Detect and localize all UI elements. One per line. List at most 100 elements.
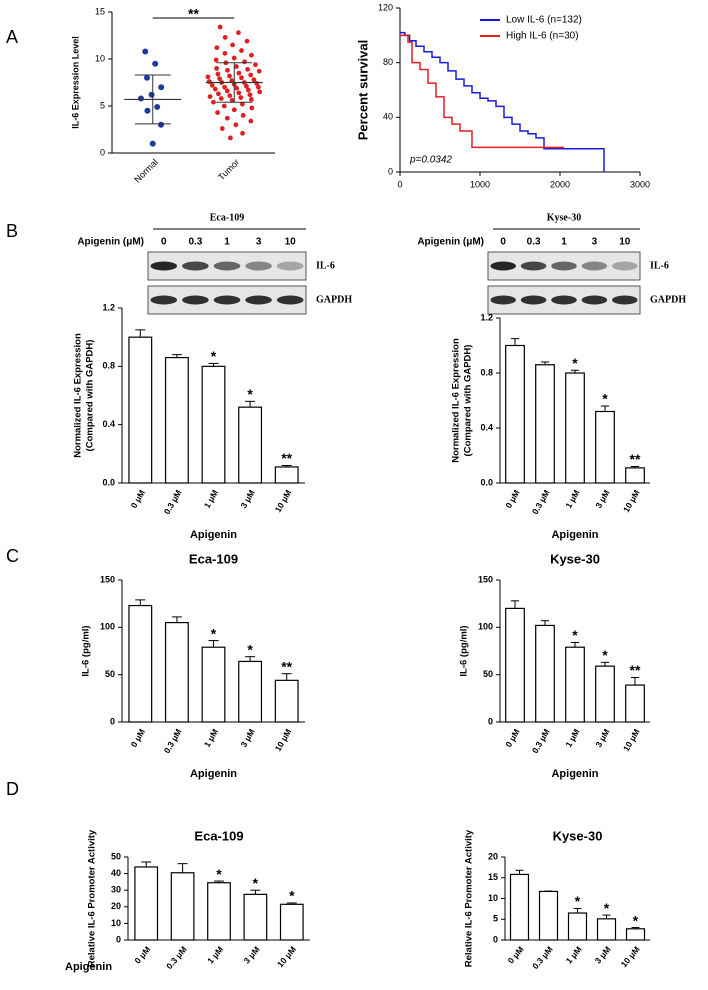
x-tick-label: 0 μM xyxy=(506,944,526,965)
error-bar xyxy=(570,369,580,373)
x-tick-label: 0 xyxy=(397,179,402,189)
data-point xyxy=(255,84,261,90)
error-bar xyxy=(245,656,256,662)
legend-label: High IL-6 (n=30) xyxy=(506,31,579,42)
bar xyxy=(596,918,617,941)
data-point xyxy=(227,73,232,79)
dose-label: 3 xyxy=(592,237,598,248)
error-bar xyxy=(631,927,640,929)
blot-band xyxy=(490,295,516,305)
data-point xyxy=(212,86,218,92)
bar xyxy=(279,903,304,941)
y-tick-label: 15 xyxy=(95,6,105,16)
y-tick-label: 1.2 xyxy=(102,302,115,312)
data-point xyxy=(209,82,215,88)
x-tick-label: 3 μM xyxy=(593,488,611,510)
bar xyxy=(238,406,263,484)
y-tick-label: 0 xyxy=(100,147,105,157)
x-tick-label: 0.3 μM xyxy=(162,488,184,516)
data-point xyxy=(236,30,241,36)
dose-label: 3 xyxy=(256,237,262,248)
y-axis-label: IL-6 (pg/ml) xyxy=(459,625,470,676)
data-point xyxy=(244,38,250,44)
y-tick-label: 0.8 xyxy=(102,361,115,371)
data-point xyxy=(247,92,253,98)
data-point xyxy=(227,93,233,99)
data-point xyxy=(245,87,251,93)
error-bar xyxy=(570,641,580,648)
data-point xyxy=(231,55,237,61)
error-bar xyxy=(135,329,146,338)
y-tick-label: 150 xyxy=(100,574,115,584)
data-point xyxy=(144,74,151,81)
y-tick-label: 50 xyxy=(111,851,121,861)
error-bar xyxy=(540,361,550,365)
y-tick-label: 120 xyxy=(378,2,393,12)
dose-label: 1 xyxy=(224,237,230,248)
bar xyxy=(625,467,645,484)
data-point xyxy=(144,107,151,114)
blot-band xyxy=(612,295,638,305)
x-tick-label: 1 μM xyxy=(202,727,220,749)
data-point xyxy=(229,78,235,84)
y-tick-label: 10 xyxy=(488,893,498,903)
bar xyxy=(207,882,231,941)
survival-curve xyxy=(400,34,564,149)
treatment-label: Apigenin (μM) xyxy=(417,237,484,248)
sd-bar xyxy=(216,62,253,103)
data-point xyxy=(236,90,242,96)
cell-line: Kyse-30 xyxy=(547,212,581,223)
data-point xyxy=(248,72,254,78)
bar xyxy=(170,872,195,941)
data-point xyxy=(236,70,242,76)
y-tick-label: 5 xyxy=(493,914,498,924)
x-tick-label: 10 μM xyxy=(273,727,294,753)
data-point xyxy=(214,45,220,51)
y-tick-label: 15 xyxy=(488,872,498,882)
significance: ** xyxy=(630,451,641,467)
data-point xyxy=(215,91,221,97)
data-point xyxy=(222,84,227,90)
data-point xyxy=(248,97,254,102)
protein-label: GAPDH xyxy=(650,294,686,305)
data-point xyxy=(229,97,235,103)
significance: * xyxy=(572,627,578,643)
blot-band xyxy=(490,261,516,271)
data-point xyxy=(249,52,254,58)
x-tick-label: 3 μM xyxy=(238,488,256,510)
y-tick-label: 30 xyxy=(111,885,121,895)
blot-band xyxy=(520,261,547,271)
error-bar xyxy=(135,599,146,606)
y-axis-label: Relative IL-6 Promoter Activity xyxy=(87,829,98,967)
data-point xyxy=(253,62,258,68)
x-tick-label: 10 μM xyxy=(273,488,294,514)
y-axis-label: Relative IL-6 Promoter Activity xyxy=(464,829,475,967)
data-point xyxy=(222,50,228,56)
significance: * xyxy=(211,625,217,641)
x-tick-label: 10 μM xyxy=(619,944,642,969)
x-tick-label: 3 μM xyxy=(593,944,613,965)
x-tick-label: 1 μM xyxy=(563,727,581,749)
data-point xyxy=(142,48,149,55)
error-bar xyxy=(515,869,524,875)
error-bar xyxy=(141,861,152,867)
x-tick-label: 3 μM xyxy=(242,944,262,965)
x-tick-label: 0.3 μM xyxy=(530,727,552,755)
significance: * xyxy=(633,912,639,928)
data-point xyxy=(230,42,235,48)
significance: ** xyxy=(281,658,292,674)
bar xyxy=(164,356,189,484)
y-tick-label: 80 xyxy=(383,57,393,67)
data-point xyxy=(240,113,246,118)
x-axis-label: Apigenin xyxy=(551,768,598,780)
data-point xyxy=(219,126,225,131)
x-tick-label: 0 μM xyxy=(503,488,521,510)
error-bar xyxy=(602,914,611,919)
y-tick-label: 10 xyxy=(95,53,105,63)
significance: * xyxy=(247,641,253,657)
bar xyxy=(274,679,299,723)
error-bar xyxy=(630,677,640,686)
data-point xyxy=(231,107,237,113)
data-point xyxy=(213,57,219,63)
data-point xyxy=(158,121,165,128)
